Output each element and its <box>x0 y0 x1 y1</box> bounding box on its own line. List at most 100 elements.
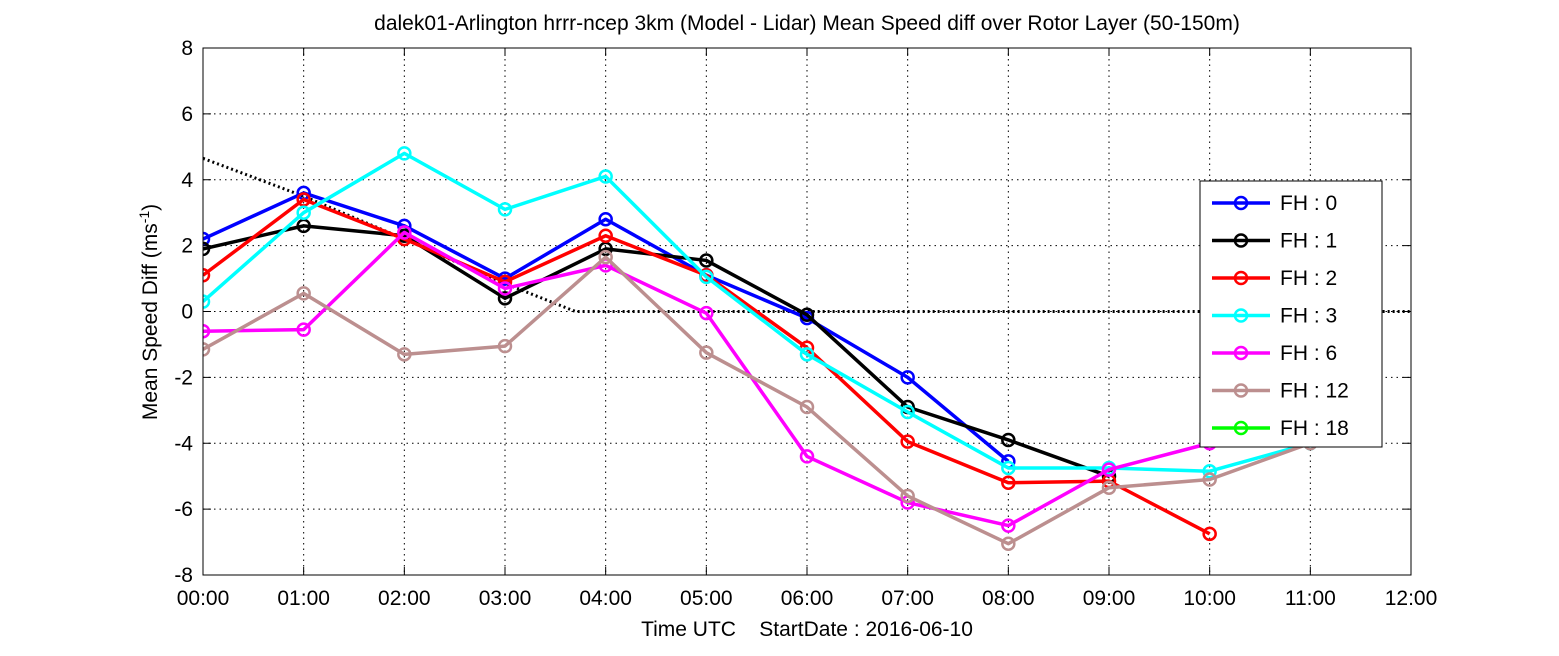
data-point <box>203 324 211 339</box>
x-tick-label: 11:00 <box>1285 587 1336 610</box>
data-point <box>799 399 815 415</box>
data-point <box>1001 432 1016 448</box>
x-tick-label: 12:00 <box>1385 587 1438 610</box>
x-tick-label: 10:00 <box>1183 587 1236 610</box>
legend-label: FH : 1 <box>1280 230 1337 253</box>
legend: FH : 0 FH : 1 FH : 2 FH : 3 FH : 6 FH : 12 FH … <box>1199 180 1383 448</box>
data-point <box>1101 462 1117 477</box>
data-point <box>900 404 915 420</box>
legend-item: FH : 2 <box>1212 267 1337 290</box>
legend-label: FH : 18 <box>1280 417 1349 440</box>
data-point <box>296 322 311 337</box>
legend-swatch-marker <box>1233 345 1249 361</box>
chart-title: dalek01-Arlington hrrr-ncep 3km (Model -… <box>374 12 1240 35</box>
y-axis-label-main: Mean Speed Diff (ms <box>139 223 162 420</box>
data-point <box>598 249 613 265</box>
x-tick-label: 00:00 <box>177 587 230 610</box>
data-point <box>1001 518 1016 533</box>
data-point <box>497 338 513 354</box>
legend-item: FH : 12 <box>1212 380 1349 403</box>
legend-label: FH : 2 <box>1280 267 1337 290</box>
legend-label: FH : 0 <box>1280 192 1337 215</box>
legend-swatch-marker <box>1233 383 1249 398</box>
y-axis-label-end: ) <box>139 204 162 211</box>
legend-swatch-marker <box>1233 233 1249 248</box>
data-point <box>1101 480 1117 495</box>
x-tick-label: 01:00 <box>277 587 330 610</box>
data-point <box>1001 536 1016 551</box>
data-point <box>900 434 915 449</box>
legend-label: FH : 6 <box>1280 342 1337 365</box>
data-point <box>203 231 211 247</box>
data-point <box>799 347 815 362</box>
data-point <box>296 205 311 220</box>
data-point <box>497 202 513 217</box>
data-point <box>699 253 714 268</box>
y-tick-label: 4 <box>181 169 193 192</box>
legend-swatch-marker <box>1233 308 1249 323</box>
legend-item: FH : 18 <box>1212 417 1349 440</box>
data-point <box>203 268 211 283</box>
data-point <box>799 449 815 464</box>
series-layer <box>203 146 1318 551</box>
legend-label: FH : 12 <box>1280 380 1349 403</box>
data-point <box>497 281 513 296</box>
series-line <box>203 255 1311 546</box>
x-axis: 00:00 01:00 02:00 03:00 04:00 05:00 06:00 07:00… <box>177 48 1438 610</box>
data-point <box>699 345 714 360</box>
data-point <box>497 291 513 306</box>
y-axis-label-superscript: -1 <box>136 211 152 224</box>
y-tick-label: -4 <box>174 432 193 455</box>
legend-swatch-marker <box>1233 270 1249 286</box>
data-point <box>699 305 714 321</box>
y-tick-label: 6 <box>181 103 193 126</box>
data-point <box>296 286 311 301</box>
x-tick-label: 02:00 <box>378 587 431 610</box>
data-point <box>1202 472 1217 487</box>
y-tick-label: -6 <box>174 498 193 521</box>
x-axis-label: Time UTC StartDate : 2016-06-10 <box>641 618 973 641</box>
series-fh-6 <box>203 225 1217 533</box>
series-line <box>203 230 1211 528</box>
data-point <box>397 347 412 362</box>
data-point <box>1001 475 1016 491</box>
data-point <box>203 294 211 309</box>
y-tick-label: 8 <box>181 37 193 60</box>
legend-item: FH : 6 <box>1212 342 1337 365</box>
series-line <box>203 191 1010 463</box>
data-point <box>598 228 613 243</box>
x-tick-label: 08:00 <box>982 587 1035 610</box>
data-point <box>397 146 412 161</box>
x-tick-label: 03:00 <box>479 587 532 610</box>
legend-swatch-marker <box>1233 195 1249 211</box>
x-tick-label: 05:00 <box>680 587 733 610</box>
data-point <box>1202 526 1217 542</box>
data-point <box>1202 463 1217 479</box>
legend-swatch-marker <box>1233 420 1249 436</box>
x-tick-label: 09:00 <box>1083 587 1136 610</box>
y-tick-label: -8 <box>174 564 193 587</box>
data-point <box>900 488 915 504</box>
x-tick-label: 07:00 <box>881 587 934 610</box>
x-tick-label: 04:00 <box>579 587 632 610</box>
legend-label: FH : 3 <box>1280 305 1337 328</box>
y-tick-label: -2 <box>174 366 193 389</box>
y-axis-label: Mean Speed Diff (ms-1) <box>136 204 162 420</box>
data-point <box>203 241 211 257</box>
data-point <box>598 169 613 184</box>
legend-item: FH : 3 <box>1212 305 1337 328</box>
legend-item: FH : 1 <box>1212 230 1337 253</box>
y-tick-label: 2 <box>181 235 193 258</box>
data-point <box>1001 460 1016 476</box>
data-point <box>203 342 211 357</box>
data-point <box>900 370 915 385</box>
data-point <box>397 225 412 240</box>
y-tick-label: 0 <box>181 301 193 324</box>
y-axis: -8 -6 -4 -2 0 2 4 6 8 <box>174 37 1411 587</box>
series-line <box>203 151 1311 473</box>
legend-item: FH : 0 <box>1212 192 1337 215</box>
data-point <box>598 212 613 227</box>
data-point <box>699 269 714 285</box>
data-point <box>799 307 815 323</box>
